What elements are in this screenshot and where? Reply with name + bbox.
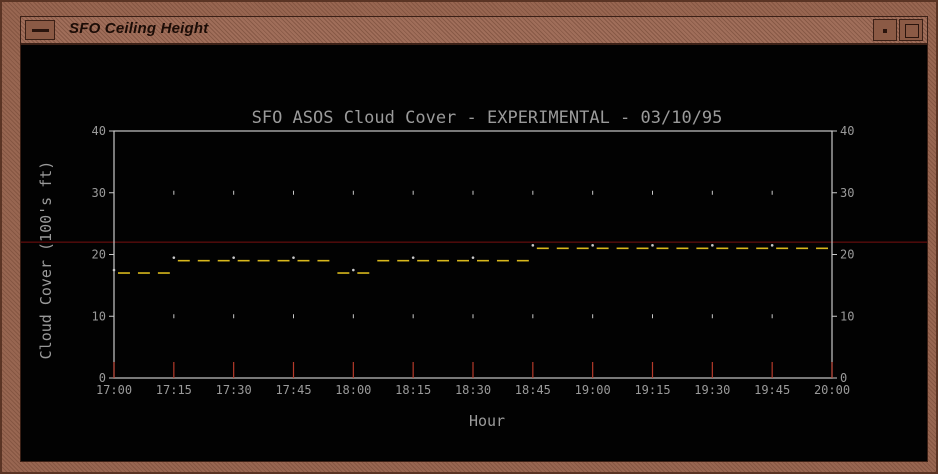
x-tick-label: 20:00 (814, 383, 850, 397)
data-point-marker (591, 244, 594, 247)
data-point-marker (292, 256, 295, 259)
y-tick-label-right: 30 (840, 186, 854, 200)
data-point-marker (232, 256, 235, 259)
x-tick-label: 19:45 (754, 383, 790, 397)
data-point-marker (352, 268, 355, 272)
x-tick-label: 19:15 (634, 383, 670, 397)
ceiling-height-chart: SFO ASOS Cloud Cover - EXPERIMENTAL - 03… (21, 108, 927, 430)
x-tick-label: 18:15 (395, 383, 431, 397)
data-point-marker (172, 256, 176, 259)
x-axis-label: Hour (469, 412, 505, 430)
chart-title: SFO ASOS Cloud Cover - EXPERIMENTAL - 03… (252, 108, 723, 128)
data-point-marker (531, 244, 535, 247)
chart-canvas: SFO ASOS Cloud Cover - EXPERIMENTAL - 03… (20, 44, 928, 462)
plot-layer: 0 0 10 10 20 20 30 30 40 40 17:00 17:15 17:30 17:45 18… (21, 124, 927, 397)
x-tick-label: 19:00 (575, 383, 611, 397)
y-tick-label-left: 10 (92, 309, 106, 323)
x-tick-label: 18:30 (455, 383, 491, 397)
y-tick-label-left: 20 (92, 248, 106, 262)
data-point-marker (411, 256, 415, 259)
y-tick-label-left: 30 (92, 186, 106, 200)
plot-frame (113, 130, 833, 379)
y-tick-label-left: 0 (99, 371, 106, 385)
x-tick-label: 18:00 (335, 383, 371, 397)
y-tick-label-right: 0 (840, 371, 847, 385)
x-tick-label: 17:45 (275, 383, 311, 397)
x-tick-label: 17:15 (156, 383, 192, 397)
maximize-icon[interactable] (899, 19, 923, 41)
data-point-marker (711, 244, 714, 247)
y-tick-label-right: 20 (840, 248, 854, 262)
data-point-marker (471, 256, 475, 259)
window-menu-icon[interactable] (25, 20, 55, 40)
x-tick-label: 19:30 (694, 383, 730, 397)
x-tick-label: 17:00 (96, 383, 132, 397)
y-tick-label-right: 40 (840, 124, 854, 138)
y-tick-label-right: 10 (840, 309, 854, 323)
y-tick-label-left: 40 (92, 124, 106, 138)
minimize-icon[interactable] (873, 19, 897, 41)
data-point-marker (112, 268, 116, 272)
x-tick-label: 18:45 (515, 383, 551, 397)
x-tick-label: 17:30 (216, 383, 252, 397)
window-title: SFO Ceiling Height (69, 20, 209, 37)
data-point-marker (770, 244, 774, 247)
data-point-marker (651, 244, 654, 247)
window-titlebar[interactable]: SFO Ceiling Height (20, 16, 928, 44)
y-axis-label: Cloud Cover (100's ft) (37, 161, 55, 360)
